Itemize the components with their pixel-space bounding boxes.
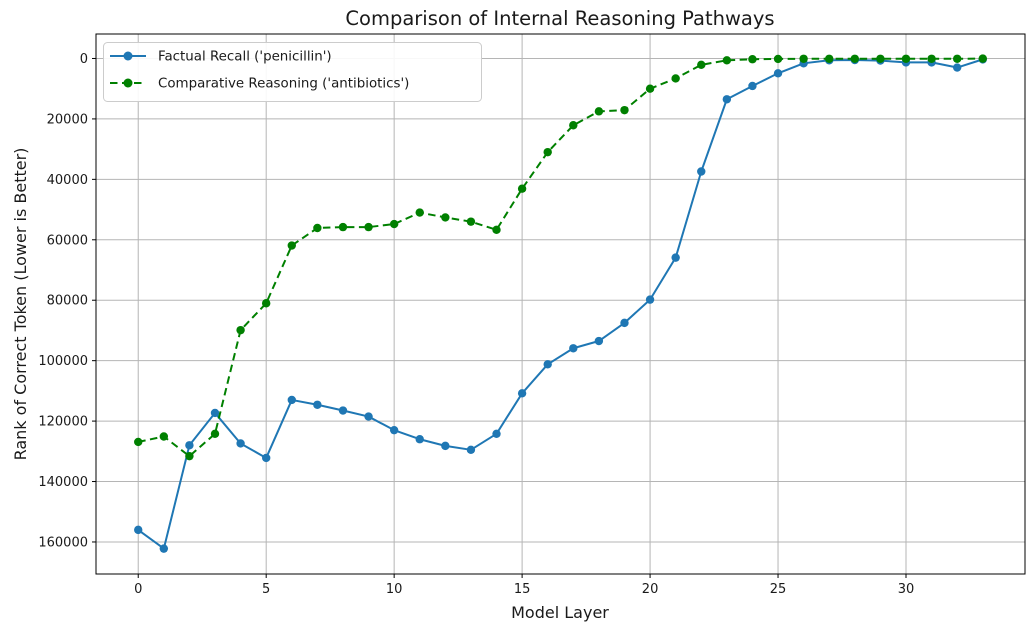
data-point-marker (927, 54, 936, 63)
data-point-marker (671, 74, 680, 83)
data-point-marker (671, 253, 680, 262)
data-point-marker (722, 56, 732, 65)
legend-label-comparative-reasoning: Comparative Reasoning ('antibiotics') (158, 77, 409, 92)
data-point-marker (825, 54, 834, 63)
data-point-marker (466, 217, 476, 226)
x-tick-label: 5 (262, 582, 270, 597)
data-point-marker (441, 441, 450, 451)
data-point-marker (338, 406, 348, 415)
data-point-marker (236, 325, 245, 335)
chart-title: Comparison of Internal Reasoning Pathway… (345, 7, 774, 30)
x-tick-label: 10 (386, 582, 403, 597)
data-point-marker (159, 544, 169, 553)
x-tick-label: 20 (642, 582, 659, 597)
data-point-marker (773, 54, 783, 64)
y-tick-label: 160000 (38, 535, 88, 550)
data-point-marker (645, 295, 655, 304)
data-point-marker (185, 451, 194, 461)
tick-layer: 0 5 10 15 20 25 30 0 20000 40000 60000 80000 100000 1… (38, 52, 914, 597)
y-tick-label: 120000 (38, 415, 88, 430)
data-point-marker (389, 219, 399, 229)
data-point-marker (466, 445, 476, 455)
data-point-marker (261, 299, 271, 308)
data-point-marker (517, 389, 527, 398)
data-point-marker (645, 84, 655, 93)
data-point-marker (620, 318, 629, 328)
data-point-marker (594, 336, 604, 346)
data-point-marker (876, 54, 885, 63)
y-tick-label: 0 (80, 52, 88, 67)
data-point-marker (543, 360, 552, 369)
data-point-marker (159, 432, 169, 441)
y-tick-label: 20000 (47, 112, 88, 127)
data-point-marker (952, 63, 962, 72)
data-point-marker (210, 408, 220, 418)
x-tick-label: 25 (770, 582, 787, 597)
data-point-marker (364, 222, 373, 232)
data-point-marker (697, 167, 706, 176)
x-axis-label: Model Layer (511, 603, 609, 622)
y-axis-label: Rank of Correct Token (Lower is Better) (11, 148, 30, 461)
data-point-marker (134, 437, 143, 447)
legend-label-factual-recall: Factual Recall ('penicillin') (158, 50, 332, 65)
data-point-marker (313, 223, 322, 233)
data-point-marker (185, 441, 194, 450)
series-layer (134, 54, 987, 553)
data-point-marker (569, 344, 578, 353)
data-point-marker (799, 54, 808, 63)
x-tick-label: 15 (514, 582, 531, 597)
data-point-marker (901, 54, 911, 63)
data-point-marker (620, 105, 629, 115)
x-tick-label: 0 (134, 582, 142, 597)
grid-layer (96, 34, 1025, 574)
legend-marker-factual-recall (123, 51, 133, 61)
data-point-marker (492, 429, 501, 438)
data-point-marker (722, 95, 732, 104)
data-point-marker (287, 241, 296, 250)
y-tick-label: 100000 (38, 354, 88, 369)
data-point-marker (569, 121, 578, 130)
series-line-1 (138, 57, 983, 458)
data-point-marker (210, 429, 220, 438)
data-point-marker (594, 107, 604, 116)
data-point-marker (748, 81, 757, 91)
data-point-marker (492, 225, 501, 235)
data-point-marker (261, 453, 271, 463)
y-tick-label: 40000 (47, 173, 88, 188)
data-point-marker (952, 54, 962, 63)
x-tick-label: 30 (898, 582, 915, 597)
plot-frame (95, 33, 1026, 575)
y-tick-label: 80000 (47, 294, 88, 309)
data-point-marker (236, 439, 245, 448)
y-tick-label: 60000 (47, 233, 88, 248)
data-point-marker (313, 400, 322, 409)
data-point-marker (978, 54, 987, 63)
data-point-marker (415, 208, 424, 217)
data-point-marker (441, 213, 450, 222)
data-point-marker (773, 69, 783, 78)
legend-box (103, 42, 482, 102)
data-point-marker (850, 54, 860, 63)
data-point-marker (748, 55, 757, 64)
legend-marker-comparative-reasoning (123, 78, 133, 88)
data-point-marker (287, 395, 296, 405)
data-point-marker (338, 222, 348, 232)
data-point-marker (697, 60, 706, 70)
data-point-marker (517, 184, 527, 193)
data-point-marker (543, 147, 552, 157)
y-tick-label: 140000 (38, 475, 88, 490)
data-point-marker (389, 425, 399, 435)
data-point-marker (134, 525, 143, 535)
series-line-0 (137, 58, 984, 550)
data-point-marker (364, 412, 373, 421)
legend: Factual Recall ('penicillin') Comparativ… (103, 42, 482, 102)
data-point-marker (415, 435, 424, 444)
